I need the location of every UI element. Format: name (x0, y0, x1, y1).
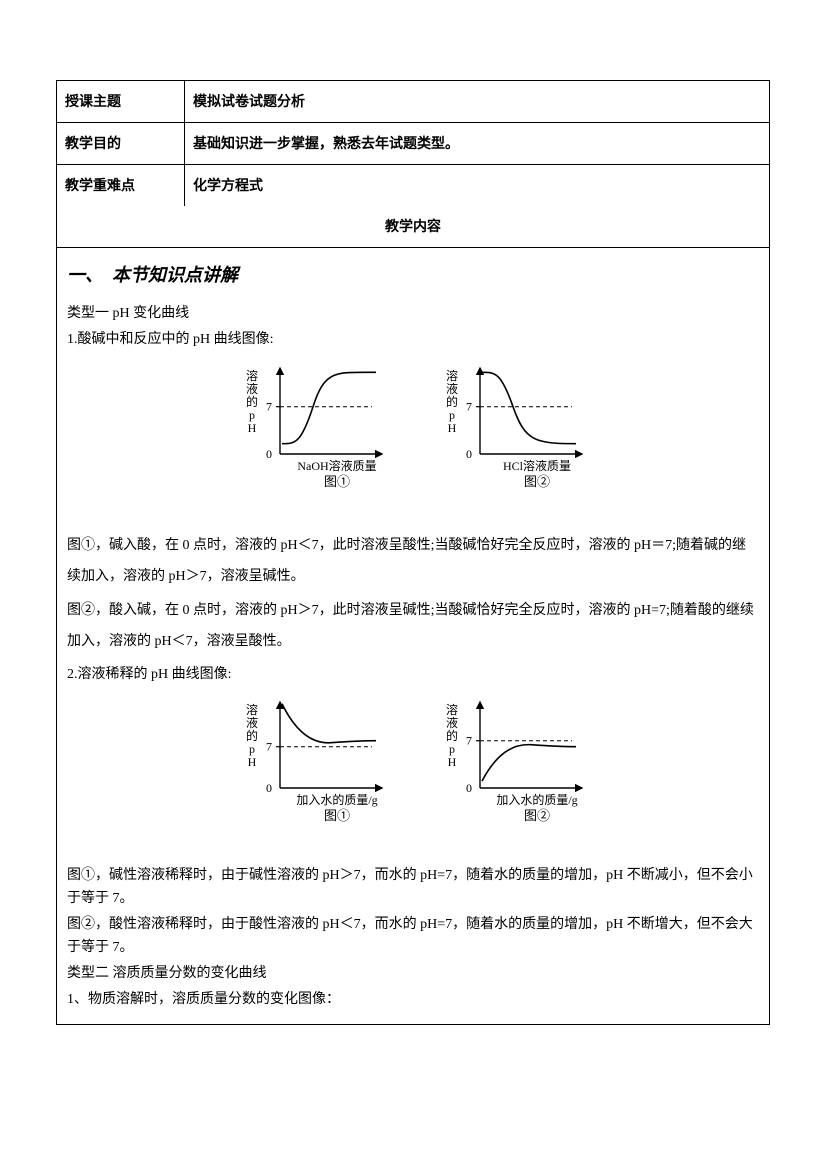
svg-text:图②: 图② (524, 474, 550, 489)
meta-row: 授课主题模拟试卷试题分析 (57, 81, 769, 123)
para4: 图②，酸性溶液稀释时，由于酸性溶液的 pH＜7，而水的 pH=7，随着水的质量的… (67, 914, 759, 959)
meta-value: 基础知识进一步掌握，熟悉去年试题类型。 (185, 123, 769, 164)
ph-chart: 7 0 溶液的pH 加入水的质量/g 图① (238, 696, 388, 847)
svg-text:加入水的质量/g: 加入水的质量/g (496, 792, 577, 807)
svg-text:0: 0 (466, 781, 472, 795)
svg-text:图①: 图① (324, 808, 350, 823)
svg-text:液: 液 (446, 715, 458, 730)
meta-row: 教学目的基础知识进一步掌握，熟悉去年试题类型。 (57, 123, 769, 165)
meta-row: 教学重难点化学方程式 (57, 165, 769, 206)
svg-text:液: 液 (246, 381, 258, 396)
svg-text:0: 0 (266, 447, 272, 461)
svg-text:p: p (249, 742, 255, 756)
svg-text:液: 液 (446, 381, 458, 396)
svg-text:7: 7 (466, 734, 472, 748)
section-heading: 一、 本节知识点讲解 (67, 262, 759, 289)
lesson-plan-table: 授课主题模拟试卷试题分析教学目的基础知识进一步掌握，熟悉去年试题类型。教学重难点… (56, 80, 770, 1025)
chart-row-1: 7 0 溶液的pH NaOH溶液质量 图① 7 0 溶液的pH HCl溶液质量 … (67, 362, 759, 513)
svg-text:H: H (448, 755, 457, 769)
type2-title: 类型二 溶质质量分数的变化曲线 (67, 963, 759, 985)
svg-text:的: 的 (246, 728, 258, 743)
svg-text:溶: 溶 (246, 702, 258, 717)
svg-text:p: p (249, 408, 255, 422)
svg-text:液: 液 (246, 715, 258, 730)
svg-text:图①: 图① (324, 474, 350, 489)
svg-text:溶: 溶 (446, 702, 458, 717)
svg-text:0: 0 (266, 781, 272, 795)
type1-sub1: 1.酸碱中和反应中的 pH 曲线图像: (67, 329, 759, 351)
svg-text:0: 0 (466, 447, 472, 461)
para2: 图②，酸入碱，在 0 点时，溶液的 pH＞7，此时溶液呈碱性;当酸碱恰好完全反应… (67, 596, 759, 658)
svg-text:溶: 溶 (246, 368, 258, 383)
type1-sub2: 2.溶液稀释的 pH 曲线图像: (67, 664, 759, 686)
chart-row-2: 7 0 溶液的pH 加入水的质量/g 图① 7 0 溶液的pH 加入水的质量/g… (67, 696, 759, 847)
svg-text:7: 7 (466, 399, 472, 413)
svg-text:溶: 溶 (446, 368, 458, 383)
svg-text:H: H (248, 421, 257, 435)
meta-value: 模拟试卷试题分析 (185, 81, 769, 122)
ph-chart: 7 0 溶液的pH HCl溶液质量 图② (438, 362, 588, 513)
svg-text:的: 的 (446, 394, 458, 409)
svg-text:加入水的质量/g: 加入水的质量/g (296, 792, 377, 807)
type1-title: 类型一 pH 变化曲线 (67, 303, 759, 325)
meta-value: 化学方程式 (185, 165, 769, 206)
svg-text:的: 的 (246, 394, 258, 409)
content-header: 教学内容 (57, 206, 769, 248)
meta-label: 教学目的 (57, 123, 185, 164)
para1: 图①，碱入酸，在 0 点时，溶液的 pH＜7，此时溶液呈酸性;当酸碱恰好完全反应… (67, 531, 759, 593)
type2-sub1: 1、物质溶解时，溶质质量分数的变化图像： (67, 989, 759, 1011)
svg-text:H: H (248, 755, 257, 769)
meta-label: 教学重难点 (57, 165, 185, 206)
meta-label: 授课主题 (57, 81, 185, 122)
svg-text:图②: 图② (524, 808, 550, 823)
svg-text:7: 7 (266, 740, 272, 754)
svg-text:p: p (449, 408, 455, 422)
svg-text:HCl溶液质量: HCl溶液质量 (503, 458, 571, 473)
ph-chart: 7 0 溶液的pH 加入水的质量/g 图② (438, 696, 588, 847)
svg-text:7: 7 (266, 399, 272, 413)
para3: 图①，碱性溶液稀释时，由于碱性溶液的 pH＞7，而水的 pH=7，随着水的质量的… (67, 865, 759, 910)
content-body: 一、 本节知识点讲解 类型一 pH 变化曲线 1.酸碱中和反应中的 pH 曲线图… (57, 248, 769, 1024)
svg-text:H: H (448, 421, 457, 435)
ph-chart: 7 0 溶液的pH NaOH溶液质量 图① (238, 362, 388, 513)
svg-text:NaOH溶液质量: NaOH溶液质量 (297, 458, 376, 473)
svg-text:的: 的 (446, 728, 458, 743)
svg-text:p: p (449, 742, 455, 756)
